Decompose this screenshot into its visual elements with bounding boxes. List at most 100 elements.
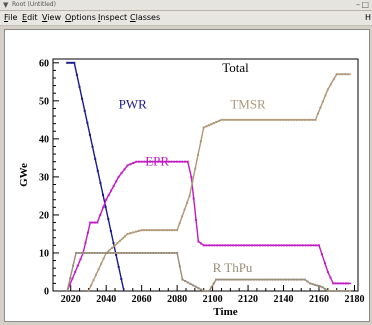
series-point-r-thpu bbox=[197, 287, 200, 290]
series-point-r-thpu bbox=[83, 251, 86, 254]
series-point-tmsr bbox=[335, 73, 338, 76]
series-point-tmsr bbox=[148, 229, 151, 232]
menu-options[interactable]: Options bbox=[65, 13, 96, 22]
window-title: Root (Untitled) bbox=[12, 1, 56, 8]
series-point-r-thpu bbox=[130, 251, 133, 254]
series-point-epr bbox=[138, 160, 141, 163]
y-tick-label: 50 bbox=[39, 96, 49, 107]
series-point-tmsr bbox=[145, 229, 148, 232]
series-point-epr bbox=[309, 244, 312, 247]
series-point-tmsr bbox=[347, 73, 350, 76]
series-point-r-thpu bbox=[306, 280, 309, 283]
series-point-tmsr bbox=[168, 229, 171, 232]
menu-inspect[interactable]: Inspect bbox=[98, 13, 128, 22]
series-point-epr bbox=[240, 244, 243, 247]
series-point-tmsr bbox=[223, 118, 226, 121]
series-point-tmsr bbox=[326, 88, 329, 91]
y-tick-label: 60 bbox=[39, 58, 49, 69]
series-point-r-thpu bbox=[133, 251, 136, 254]
series-point-epr bbox=[143, 160, 146, 163]
series-point-epr bbox=[337, 282, 340, 285]
series-point-epr bbox=[110, 189, 113, 192]
series-point-tmsr bbox=[228, 118, 231, 121]
series-point-tmsr bbox=[274, 118, 277, 121]
series-point-tmsr bbox=[186, 201, 189, 204]
maximize-icon[interactable]: □ bbox=[361, 0, 369, 9]
series-point-r-thpu bbox=[298, 278, 301, 281]
series-point-epr bbox=[99, 213, 102, 216]
series-point-r-thpu bbox=[192, 284, 195, 287]
series-point-tmsr bbox=[276, 118, 279, 121]
series-point-r-thpu bbox=[347, 290, 350, 292]
series-point-epr bbox=[117, 175, 120, 178]
series-point-r-thpu bbox=[250, 278, 253, 281]
series-point-tmsr bbox=[173, 229, 176, 232]
series-point-pwr bbox=[107, 217, 110, 220]
series-point-tmsr bbox=[108, 249, 111, 252]
series-point-r-thpu bbox=[176, 251, 179, 254]
window-menu-icon[interactable]: ▼ bbox=[3, 1, 9, 9]
series-point-r-thpu bbox=[217, 278, 220, 281]
series-point-r-thpu bbox=[329, 290, 332, 292]
series-point-tmsr bbox=[123, 235, 126, 238]
y-tick-label: 20 bbox=[39, 210, 49, 221]
series-point-epr bbox=[132, 161, 135, 164]
series-point-r-thpu bbox=[165, 251, 168, 254]
series-point-epr bbox=[304, 244, 307, 247]
menu-help[interactable]: H bbox=[365, 13, 372, 22]
series-point-tmsr bbox=[111, 246, 114, 249]
series-point-tmsr bbox=[258, 118, 261, 121]
series-point-tmsr bbox=[150, 229, 153, 232]
series-point-r-thpu bbox=[242, 278, 245, 281]
series-point-epr bbox=[154, 160, 157, 163]
series-point-epr bbox=[332, 282, 335, 285]
series-point-r-thpu bbox=[77, 251, 80, 254]
menu-file[interactable]: File bbox=[4, 13, 18, 22]
menu-classes[interactable]: Classes bbox=[130, 13, 161, 22]
series-point-r-thpu bbox=[228, 278, 231, 281]
minimize-icon[interactable]: – bbox=[356, 0, 360, 9]
series-point-pwr bbox=[83, 109, 86, 112]
series-point-tmsr bbox=[295, 118, 298, 121]
series-point-epr bbox=[71, 277, 74, 280]
series-point-epr bbox=[159, 160, 162, 163]
series-point-epr bbox=[259, 244, 262, 247]
series-point-epr bbox=[261, 244, 264, 247]
series-line-r-thpu bbox=[66, 252, 351, 292]
series-point-epr bbox=[329, 276, 332, 279]
series-point-r-thpu bbox=[186, 281, 189, 284]
series-point-tmsr bbox=[207, 124, 210, 127]
series-point-epr bbox=[120, 172, 123, 175]
series-point-r-thpu bbox=[117, 251, 120, 254]
series-point-r-thpu bbox=[319, 285, 322, 288]
series-point-tmsr bbox=[171, 229, 174, 232]
series-point-r-thpu bbox=[136, 251, 139, 254]
series-point-epr bbox=[84, 241, 87, 244]
series-point-r-thpu bbox=[311, 283, 314, 286]
series-point-r-thpu bbox=[332, 290, 335, 292]
menu-edit[interactable]: Edit bbox=[22, 13, 38, 22]
series-point-epr bbox=[293, 244, 296, 247]
series-point-r-thpu bbox=[324, 288, 327, 291]
series-point-tmsr bbox=[341, 73, 344, 76]
series-point-epr bbox=[334, 282, 337, 285]
series-point-epr bbox=[96, 221, 99, 224]
series-point-r-thpu bbox=[282, 278, 285, 281]
series-point-epr bbox=[285, 244, 288, 247]
series-point-pwr bbox=[120, 277, 123, 280]
series-point-epr bbox=[107, 194, 110, 197]
series-point-epr bbox=[170, 160, 173, 163]
series-point-r-thpu bbox=[96, 251, 99, 254]
series-point-epr bbox=[216, 244, 219, 247]
series-point-epr bbox=[162, 160, 165, 163]
menu-view[interactable]: View bbox=[42, 13, 61, 22]
series-point-tmsr bbox=[316, 112, 319, 115]
series-point-pwr bbox=[91, 145, 94, 148]
series-point-epr bbox=[181, 160, 184, 163]
series-point-tmsr bbox=[266, 118, 269, 121]
series-point-epr bbox=[76, 264, 79, 267]
series-point-epr bbox=[320, 253, 323, 256]
series-point-epr bbox=[129, 163, 132, 166]
series-point-epr bbox=[339, 282, 342, 285]
series-point-tmsr bbox=[199, 140, 202, 143]
